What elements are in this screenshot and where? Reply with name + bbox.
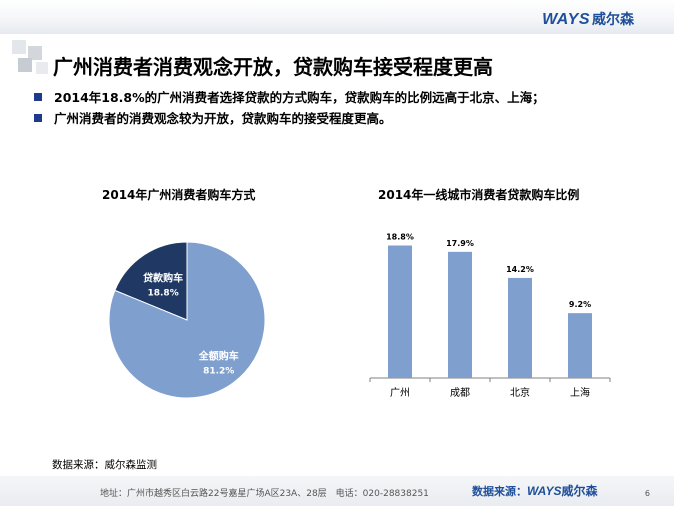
footer-bar — [0, 476, 674, 506]
bar — [448, 251, 472, 378]
decor-square — [12, 40, 26, 54]
page-title: 广州消费者消费观念开放，贷款购车接受程度更高 — [53, 55, 493, 79]
decor-square — [36, 62, 48, 74]
pie-slice — [114, 241, 188, 321]
brand-logo: WAYS 威尔森 — [542, 9, 634, 29]
decor-square — [28, 46, 42, 60]
bar-chart-title: 2014年一线城市消费者贷款购车比例 — [378, 188, 580, 202]
bar-value-label: 18.8% — [386, 233, 414, 242]
footer-address: 地址：广州市越秀区白云路22号嘉星广场A区23A、28层 电话：020-2883… — [100, 489, 429, 499]
header-bar — [0, 0, 674, 34]
bar-category-label: 成都 — [450, 387, 470, 399]
page-number: 6 — [644, 489, 650, 498]
pie-slice-value-label: 18.8% — [147, 288, 178, 298]
pie-slice-label: 贷款购车 — [142, 271, 183, 284]
bar — [568, 313, 592, 378]
bar-value-label: 9.2% — [569, 300, 591, 309]
bullet-item: 2014年18.8%的广州消费者选择贷款的方式购车，贷款购车的比例远高于北京、上… — [30, 87, 660, 108]
bullet-list: 2014年18.8%的广州消费者选择贷款的方式购车，贷款购车的比例远高于北京、上… — [30, 87, 660, 129]
footer-brand-logo: WAYS威尔森 — [527, 484, 597, 498]
bar-category-label: 上海 — [570, 386, 590, 399]
bullet-item: 广州消费者的消费观念较为开放，贷款购车的接受程度更高。 — [30, 108, 660, 129]
pie-chart-title: 2014年广州消费者购车方式 — [102, 188, 256, 202]
pie-slice-label: 全额购车 — [198, 349, 239, 362]
bar-value-label: 14.2% — [506, 265, 534, 274]
footer-brand-latin: WAYS — [527, 484, 562, 498]
data-source-note: 数据来源：威尔森监测 — [52, 459, 157, 471]
decor-square — [18, 58, 32, 72]
pie-slice-value-label: 81.2% — [203, 366, 234, 376]
bar-value-label: 17.9% — [446, 239, 474, 248]
brand-logo-cn: 威尔森 — [592, 12, 634, 28]
bar-category-label: 北京 — [510, 386, 530, 399]
pie-slice — [108, 241, 266, 399]
footer-source: 数据来源：WAYS威尔森 — [472, 482, 597, 499]
brand-logo-latin: WAYS — [542, 11, 590, 28]
footer-brand-cn: 威尔森 — [561, 484, 598, 498]
bar — [388, 245, 412, 378]
footer-source-label: 数据来源： — [472, 485, 527, 498]
bar — [508, 277, 532, 378]
bar-category-label: 广州 — [390, 387, 410, 399]
